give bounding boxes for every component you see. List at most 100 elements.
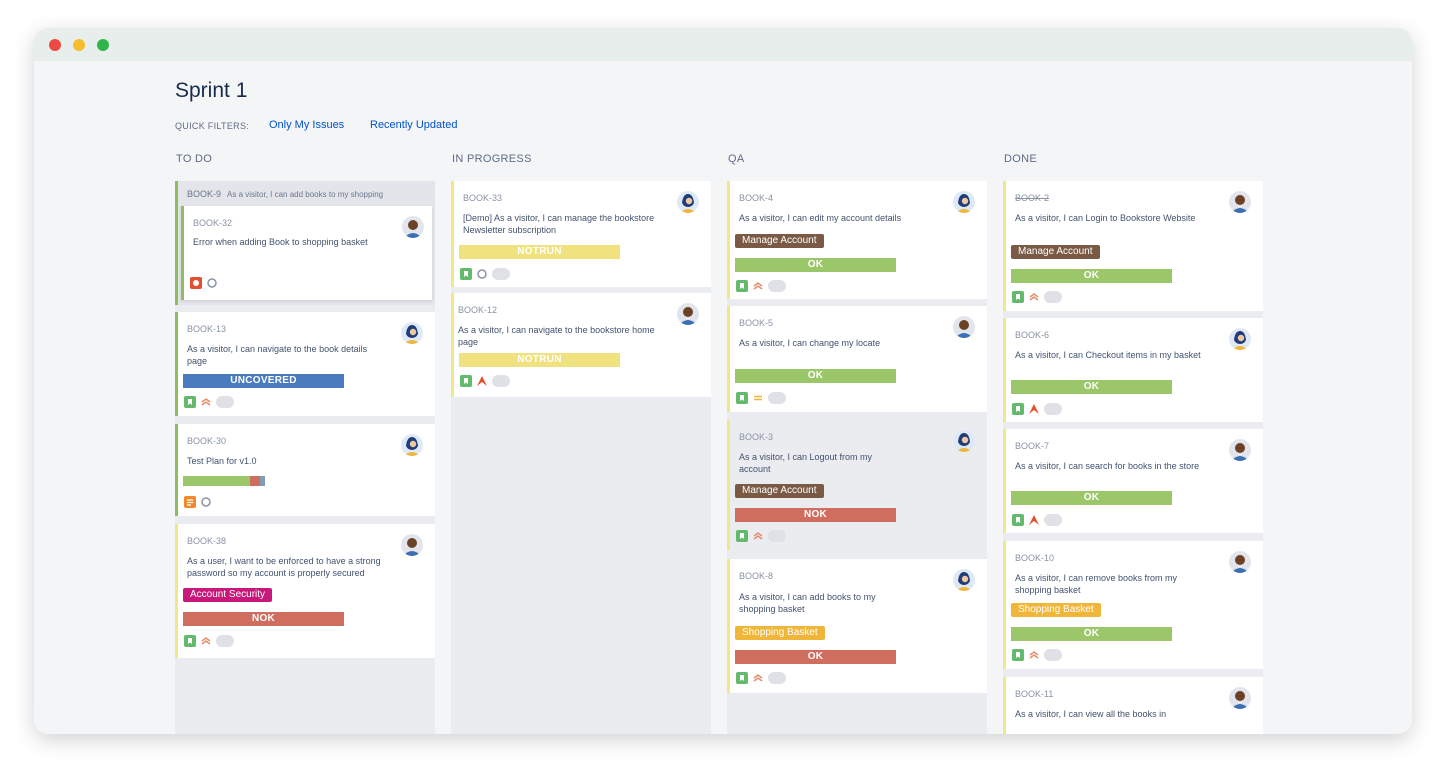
issue-card[interactable]: BOOK-13 As a visitor, I can navigate to … [175,312,435,416]
assignee-avatar[interactable] [401,534,423,556]
assignee-avatar[interactable] [401,322,423,344]
progress-other [260,476,265,486]
label-tag: Manage Account [1011,245,1100,259]
toggle-switch[interactable] [1044,514,1062,526]
toggle-switch[interactable] [1044,649,1062,661]
toggle-switch[interactable] [492,375,510,387]
priority-high-icon [752,672,764,684]
priority-major-icon [1028,514,1040,526]
issue-card[interactable]: BOOK-10 As a visitor, I can remove books… [1003,541,1263,669]
issue-card[interactable]: BOOK-4 As a visitor, I can edit my accou… [727,181,987,299]
assignee-avatar[interactable] [953,569,975,591]
story-icon [1012,649,1024,661]
toggle-switch[interactable] [492,268,510,280]
toggle-switch[interactable] [1044,291,1062,303]
avatar-icon [403,538,421,556]
priority-minor-icon [476,268,488,280]
issue-card[interactable]: BOOK-38 As a user, I want to be enforced… [175,524,435,658]
avatar-icon [1231,555,1249,573]
app-window: Sprint 1 QUICK FILTERS: Only My Issues R… [34,28,1412,734]
issue-card[interactable]: BOOK-8 As a visitor, I can add books to … [727,559,987,693]
assignee-avatar[interactable] [1229,551,1251,573]
toggle-switch[interactable] [1044,403,1062,415]
column-todo: TO DO BOOK-9 As a visitor, I can add book… [175,153,435,734]
toggle-switch[interactable] [216,635,234,647]
close-window-icon[interactable] [49,39,61,51]
avatar-icon [404,325,420,344]
priority-medium-icon [752,392,764,404]
issue-summary: [Demo] As a visitor, I can manage the bo… [463,213,655,235]
issue-card[interactable]: BOOK-11 As a visitor, I can view all the… [1003,677,1263,734]
issue-card[interactable]: BOOK-32 Error when adding Book to shoppi… [181,206,432,300]
story-icon [184,635,196,647]
assignee-avatar[interactable] [402,216,424,238]
minimize-window-icon[interactable] [73,39,85,51]
issue-summary: As a visitor, I can Logout from my accou… [739,452,873,474]
issue-summary: As a visitor, I can remove books from my… [1015,573,1178,595]
progress-passed [183,476,251,486]
assignee-avatar[interactable] [1229,439,1251,461]
board: Sprint 1 QUICK FILTERS: Only My Issues R… [34,61,1412,734]
filter-only-my-issues[interactable]: Only My Issues [269,119,345,131]
avatar-icon [404,437,420,456]
assignee-avatar[interactable] [1229,191,1251,213]
assignee-avatar[interactable] [953,430,975,452]
avatar-icon [1231,195,1249,213]
filter-recently-updated[interactable]: Recently Updated [370,119,458,131]
issue-summary: As a visitor, I can navigate to the book… [458,325,655,347]
progress-failed [250,476,261,486]
toggle-switch[interactable] [768,530,786,542]
maximize-window-icon[interactable] [97,39,109,51]
test-status-bar: OK [1011,269,1172,283]
issue-summary: As a visitor, I can Login to Bookstore W… [1015,213,1196,223]
issue-key: BOOK-11 [1015,689,1054,699]
parent-issue-card[interactable]: BOOK-9 As a visitor, I can add books to m… [175,181,435,305]
label-tag: Account Security [183,588,273,602]
priority-high-icon [1028,649,1040,661]
label-tag: Manage Account [735,484,824,498]
story-icon [184,396,196,408]
story-icon [460,375,472,387]
label-tag: Manage Account [735,234,824,248]
toggle-switch[interactable] [216,396,234,408]
issue-card[interactable]: BOOK-3 As a visitor, I can Logout from m… [727,420,987,550]
issue-summary: Test Plan for v1.0 [187,456,257,466]
priority-major-icon [476,375,488,387]
issue-card[interactable]: BOOK-6 As a visitor, I can Checkout item… [1003,318,1263,422]
issue-key: BOOK-12 [458,305,498,315]
issue-summary: As a visitor, I can edit my account deta… [739,213,902,223]
toggle-switch[interactable] [768,672,786,684]
assignee-avatar[interactable] [677,191,699,213]
issue-summary: Error when adding Book to shopping baske… [193,237,368,247]
window-titlebar [34,28,1412,61]
issue-card[interactable]: BOOK-2 As a visitor, I can Login to Book… [1003,181,1263,311]
issue-summary: As a visitor, I can view all the books i… [1015,709,1167,719]
test-plan-progress-bar [183,476,265,486]
test-status-bar: OK [1011,627,1172,641]
assignee-avatar[interactable] [401,434,423,456]
assignee-avatar[interactable] [953,191,975,213]
assignee-avatar[interactable] [953,316,975,338]
priority-high-icon [752,280,764,292]
story-icon [736,530,748,542]
label-tag: Shopping Basket [1011,603,1101,617]
issue-card[interactable]: BOOK-7 As a visitor, I can search for bo… [1003,429,1263,533]
toggle-switch[interactable] [768,392,786,404]
column-body: BOOK-33 [Demo] As a visitor, I can manag… [451,181,711,734]
toggle-switch[interactable] [768,280,786,292]
issue-summary: As a visitor, I can navigate to the book… [187,344,368,366]
story-icon [1012,291,1024,303]
test-status-bar: OK [735,650,896,664]
test-status-bar: OK [735,258,896,272]
issue-key: BOOK-13 [187,324,227,334]
avatar-icon [680,194,696,213]
issue-card[interactable]: BOOK-33 [Demo] As a visitor, I can manag… [451,181,711,287]
issue-card[interactable]: BOOK-5 As a visitor, I can change my loc… [727,306,987,412]
issue-card[interactable]: BOOK-30 Test Plan for v1.0 [175,424,435,516]
avatar-icon [956,433,972,452]
story-icon [736,280,748,292]
assignee-avatar[interactable] [1229,687,1251,709]
assignee-avatar[interactable] [1229,328,1251,350]
assignee-avatar[interactable] [677,303,699,325]
issue-card[interactable]: BOOK-12 As a visitor, I can navigate to … [451,293,711,397]
